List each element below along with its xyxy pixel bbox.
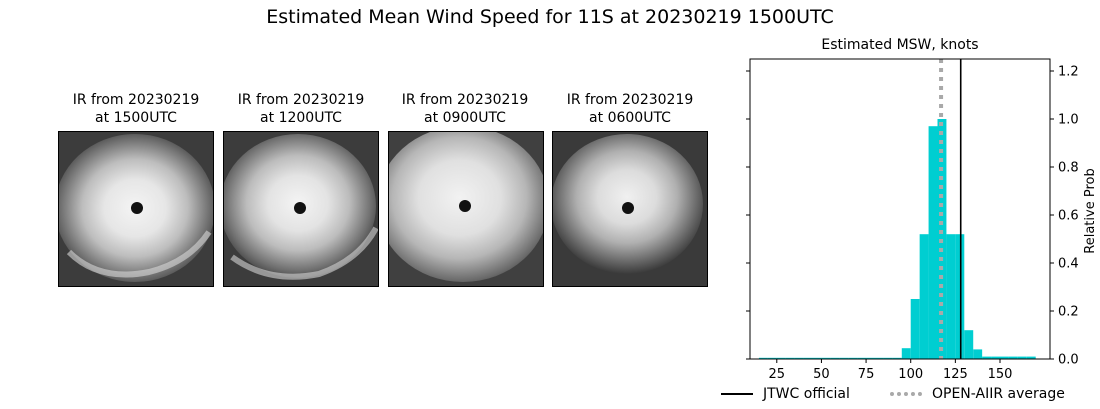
histogram-bar — [857, 357, 867, 359]
legend-jtwc-official: JTWC official — [721, 386, 850, 402]
histogram-bar — [982, 356, 992, 359]
ir-panel-title-line1: IR from 20230219 — [566, 92, 694, 108]
x-tick-label: 125 — [943, 367, 968, 382]
ir-panel-title-line2: at 1200UTC — [260, 110, 342, 126]
y-tick-label: 0.6 — [1058, 209, 1079, 224]
x-tick-label: 75 — [858, 367, 875, 382]
histogram-bar — [821, 357, 831, 359]
histogram-bar — [785, 357, 795, 359]
ir-image-2 — [223, 131, 379, 287]
x-tick-label: 100 — [898, 367, 923, 382]
ir-panel-title-line1: IR from 20230219 — [401, 92, 529, 108]
histogram-bar — [830, 357, 840, 359]
ir-image-3 — [388, 131, 544, 287]
figure-title: Estimated Mean Wind Speed for 11S at 202… — [266, 6, 834, 28]
legend-label: JTWC official — [763, 386, 850, 402]
histogram-bar — [1008, 356, 1018, 359]
y-tick-label: 1.2 — [1058, 65, 1079, 80]
y-tick-label: 0.0 — [1058, 353, 1079, 368]
ir-panel-title-2: IR from 20230219 at 1200UTC — [211, 91, 391, 127]
legend-open-aiir-average: OPEN-AIIR average — [890, 386, 1065, 402]
histogram-bar — [848, 357, 858, 359]
solid-line-swatch — [721, 393, 753, 395]
legend-label: OPEN-AIIR average — [932, 386, 1065, 402]
ir-image-1 — [58, 131, 214, 287]
y-axis-label: Relative Prob — [1083, 168, 1098, 253]
y-tick-label: 0.2 — [1058, 305, 1079, 320]
histogram-bar — [919, 234, 929, 359]
histogram-bar — [1000, 356, 1009, 359]
dotted-line-swatch — [890, 392, 922, 396]
histogram-bar — [875, 357, 884, 359]
ir-panel-title-3: IR from 20230219 at 0900UTC — [375, 91, 555, 127]
ir-panel-title-line1: IR from 20230219 — [237, 92, 365, 108]
histogram-bar — [901, 348, 911, 359]
histogram-bar — [758, 357, 768, 359]
ir-panel-title-1: IR from 20230219 at 1500UTC — [46, 91, 226, 127]
x-tick-label: 50 — [813, 367, 830, 382]
histogram-bar — [964, 330, 974, 359]
histogram-bar — [839, 357, 849, 359]
histogram-bar — [794, 357, 804, 359]
histogram-bar — [973, 349, 983, 359]
x-tick-label: 25 — [769, 367, 786, 382]
x-tick-label: 150 — [988, 367, 1013, 382]
histogram-bar — [910, 299, 920, 359]
histogram-bar — [892, 357, 902, 359]
histogram-bar — [991, 356, 1000, 359]
ir-panel-title-4: IR from 20230219 at 0600UTC — [540, 91, 720, 127]
ir-image-4 — [552, 131, 708, 287]
histogram-bar — [812, 357, 822, 359]
ir-panel-title-line2: at 0900UTC — [424, 110, 506, 126]
histogram-bar — [955, 234, 965, 359]
y-tick-label: 0.4 — [1058, 257, 1079, 272]
histogram-bar — [1026, 356, 1036, 359]
histogram-bar — [776, 357, 786, 359]
histogram-bar — [946, 234, 956, 359]
histogram-bar — [928, 126, 938, 359]
chart-title: Estimated MSW, knots — [821, 37, 979, 53]
ir-panel-title-line2: at 1500UTC — [95, 110, 177, 126]
y-tick-label: 0.8 — [1058, 161, 1079, 176]
histogram-bar — [883, 357, 893, 359]
y-tick-label: 1.0 — [1058, 113, 1079, 128]
ir-panel-title-line1: IR from 20230219 — [72, 92, 200, 108]
plot-frame — [749, 58, 1051, 360]
ir-panel-title-line2: at 0600UTC — [589, 110, 671, 126]
histogram-bar — [1017, 356, 1027, 359]
histogram-bar — [866, 357, 875, 359]
histogram-bar — [803, 357, 813, 359]
histogram-bar — [767, 357, 777, 359]
